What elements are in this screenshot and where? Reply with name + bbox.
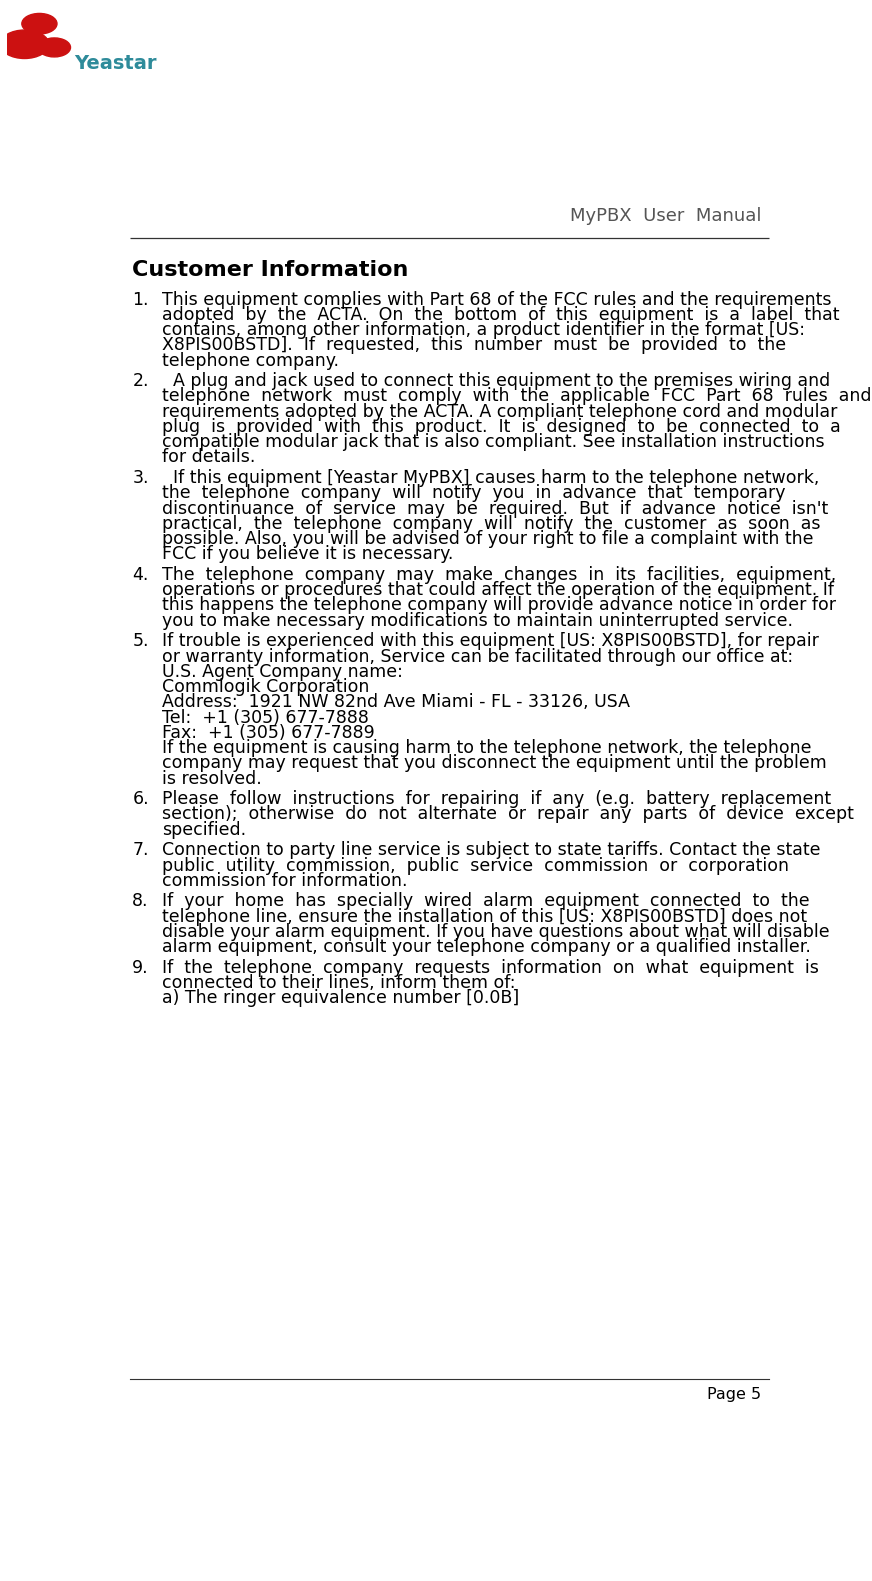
Text: specified.: specified. [161,821,246,838]
Text: this happens the telephone company will provide advance notice in order for: this happens the telephone company will … [161,596,835,615]
Text: If  the  telephone  company  requests  information  on  what  equipment  is: If the telephone company requests inform… [161,958,819,977]
Text: Connection to party line service is subject to state tariffs. Contact the state: Connection to party line service is subj… [161,841,821,860]
Text: MyPBX  User  Manual: MyPBX User Manual [570,207,761,225]
Text: you to make necessary modifications to maintain uninterrupted service.: you to make necessary modifications to m… [161,612,793,629]
Text: contains, among other information, a product identifier in the format [US:: contains, among other information, a pro… [161,321,805,338]
Text: 2.: 2. [133,372,149,391]
Circle shape [0,30,49,58]
Text: plug  is  provided  with  this  product.  It  is  designed  to  be  connected  t: plug is provided with this product. It i… [161,417,841,436]
Text: compatible modular jack that is also compliant. See installation instructions: compatible modular jack that is also com… [161,433,824,451]
Text: section);  otherwise  do  not  alternate  or  repair  any  parts  of  device  ex: section); otherwise do not alternate or … [161,805,854,824]
Text: 4.: 4. [133,566,148,583]
Text: 6.: 6. [133,790,149,808]
Text: This equipment complies with Part 68 of the FCC rules and the requirements: This equipment complies with Part 68 of … [161,291,831,308]
Text: 8.: 8. [133,892,149,911]
Text: If this equipment [Yeastar MyPBX] causes harm to the telephone network,: If this equipment [Yeastar MyPBX] causes… [161,470,819,487]
Text: operations or procedures that could affect the operation of the equipment. If: operations or procedures that could affe… [161,582,834,599]
Circle shape [38,38,71,57]
Text: If the equipment is causing harm to the telephone network, the telephone: If the equipment is causing harm to the … [161,738,811,757]
Text: adopted  by  the  ACTA.  On  the  bottom  of  this  equipment  is  a  label  tha: adopted by the ACTA. On the bottom of th… [161,305,839,324]
Text: possible. Also, you will be advised of your right to file a complaint with the: possible. Also, you will be advised of y… [161,530,814,549]
Text: commission for information.: commission for information. [161,871,407,890]
Text: The  telephone  company  may  make  changes  in  its  facilities,  equipment,: The telephone company may make changes i… [161,566,836,583]
Text: If  your  home  has  specially  wired  alarm  equipment  connected  to  the: If your home has specially wired alarm e… [161,892,809,911]
Text: is resolved.: is resolved. [161,770,262,787]
Text: 7.: 7. [133,841,149,860]
Circle shape [22,14,57,35]
Text: for details.: for details. [161,449,255,466]
Text: Customer Information: Customer Information [133,259,409,280]
Text: public  utility  commission,  public  service  commission  or  corporation: public utility commission, public servic… [161,857,788,874]
Text: or warranty information, Service can be facilitated through our office at:: or warranty information, Service can be … [161,648,793,666]
Text: alarm equipment, consult your telephone company or a qualified installer.: alarm equipment, consult your telephone … [161,938,811,957]
Text: telephone  network  must  comply  with  the  applicable  FCC  Part  68  rules  a: telephone network must comply with the a… [161,387,871,405]
Text: 9.: 9. [133,958,149,977]
Text: disable your alarm equipment. If you have questions about what will disable: disable your alarm equipment. If you hav… [161,923,829,941]
Text: If trouble is experienced with this equipment [US: X8PIS00BSTD], for repair: If trouble is experienced with this equi… [161,632,819,650]
Text: telephone company.: telephone company. [161,351,338,370]
Text: the  telephone  company  will  notify  you  in  advance  that  temporary: the telephone company will notify you in… [161,484,785,503]
Text: 3.: 3. [133,470,149,487]
Text: A plug and jack used to connect this equipment to the premises wiring and: A plug and jack used to connect this equ… [161,372,830,391]
Text: Commlogik Corporation: Commlogik Corporation [161,678,369,696]
Text: Tel:  +1 (305) 677-7888: Tel: +1 (305) 677-7888 [161,708,369,727]
Text: a) The ringer equivalence number [0.0B]: a) The ringer equivalence number [0.0B] [161,990,519,1007]
Text: company may request that you disconnect the equipment until the problem: company may request that you disconnect … [161,754,827,772]
Text: 5.: 5. [133,632,149,650]
Text: connected to their lines, inform them of:: connected to their lines, inform them of… [161,974,515,991]
Text: Fax:  +1 (305) 677-7889: Fax: +1 (305) 677-7889 [161,724,374,741]
Text: telephone line, ensure the installation of this [US: X8PIS00BSTD] does not: telephone line, ensure the installation … [161,907,807,925]
Text: practical,  the  telephone  company  will  notify  the  customer  as  soon  as: practical, the telephone company will no… [161,515,821,533]
Text: FCC if you believe it is necessary.: FCC if you believe it is necessary. [161,545,453,563]
Text: Address:  1921 NW 82nd Ave Miami - FL - 33126, USA: Address: 1921 NW 82nd Ave Miami - FL - 3… [161,694,630,711]
Text: Page 5: Page 5 [707,1387,761,1401]
Text: Please  follow  instructions  for  repairing  if  any  (e.g.  battery  replaceme: Please follow instructions for repairing… [161,790,831,808]
Text: Yeastar: Yeastar [75,54,157,73]
Text: requirements adopted by the ACTA. A compliant telephone cord and modular: requirements adopted by the ACTA. A comp… [161,403,837,421]
Text: U.S. Agent Company name:: U.S. Agent Company name: [161,662,403,681]
Text: discontinuance  of  service  may  be  required.  But  if  advance  notice  isn't: discontinuance of service may be require… [161,500,828,517]
Text: 1.: 1. [133,291,149,308]
Text: X8PIS00BSTD].  If  requested,  this  number  must  be  provided  to  the: X8PIS00BSTD]. If requested, this number … [161,337,786,354]
